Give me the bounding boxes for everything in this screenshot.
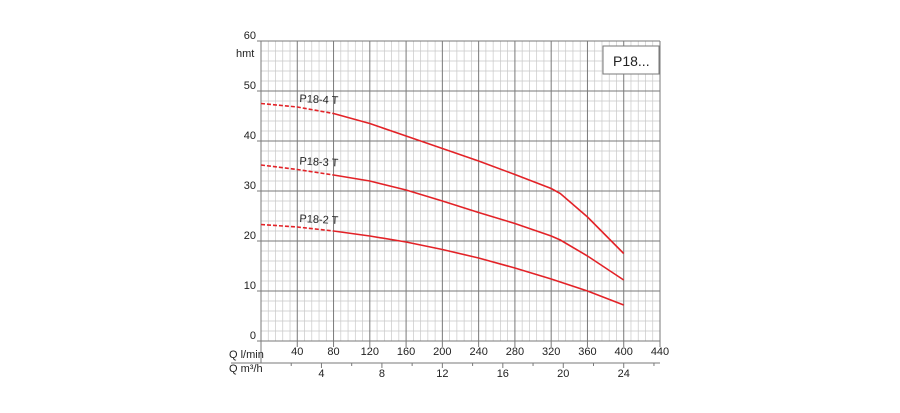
curve-solid-segment — [333, 174, 625, 281]
x-tick-label: 360 — [578, 346, 596, 358]
y-tick-label: 40 — [244, 130, 256, 142]
x-tick-label: 40 — [291, 346, 303, 358]
y-tick-label: 30 — [244, 180, 256, 192]
x-tick-label: 280 — [506, 346, 524, 358]
curve-label: P18-4 T — [299, 93, 339, 107]
x-tick-label: 320 — [542, 346, 560, 358]
model-label: P18... — [613, 53, 650, 69]
model-label-box — [602, 45, 660, 75]
pump-curves — [260, 102, 625, 306]
y-tick-label: 10 — [244, 280, 256, 292]
x2-tick-label: 8 — [379, 368, 385, 380]
curve-label: P18-2 T — [299, 213, 339, 227]
curve-dashed-segment — [260, 223, 334, 232]
y-tick-label: 0 — [250, 330, 256, 342]
curve-solid-segment — [333, 112, 625, 255]
x2-tick-label: 20 — [557, 368, 569, 380]
x-tick-label: 200 — [433, 346, 451, 358]
y-axis-label: hmt — [236, 48, 254, 60]
x-tick-label: 160 — [397, 346, 415, 358]
x-tick-label: 80 — [327, 346, 339, 358]
x-tick-label: 120 — [361, 346, 379, 358]
curve-solid-segment — [333, 230, 624, 306]
y-tick-label: 60 — [244, 30, 256, 42]
x2-tick-label: 12 — [436, 368, 448, 380]
x2-tick-label: 24 — [618, 368, 630, 380]
curve-labels: P18-4 T P18-3 T P18-2 T — [299, 93, 339, 227]
curve-label: P18-3 T — [299, 156, 339, 170]
y-tick-label: 20 — [244, 230, 256, 242]
curve-dashed-segment — [260, 164, 334, 176]
major-grid — [231, 40, 661, 368]
x-tick-label: 400 — [615, 346, 633, 358]
x-tick-label: 240 — [469, 346, 487, 358]
y-tick-label: 50 — [244, 80, 256, 92]
x-axis-ticks-lmin: 40 80 120 160 200 240 280 320 360 400 440 — [291, 346, 669, 358]
x-axis-label-secondary: Q m³/h — [229, 363, 263, 375]
x-tick-label: 440 — [651, 346, 669, 358]
x-axis-ticks-m3h: 4 8 12 16 20 24 — [318, 368, 629, 380]
x2-tick-label: 4 — [318, 368, 324, 380]
y-axis-ticks: 0 10 20 30 40 50 60 — [244, 30, 256, 342]
curve-dashed-segment — [260, 102, 334, 115]
x2-tick-label: 16 — [497, 368, 509, 380]
x-axis-label-primary: Q l/min — [229, 349, 264, 361]
